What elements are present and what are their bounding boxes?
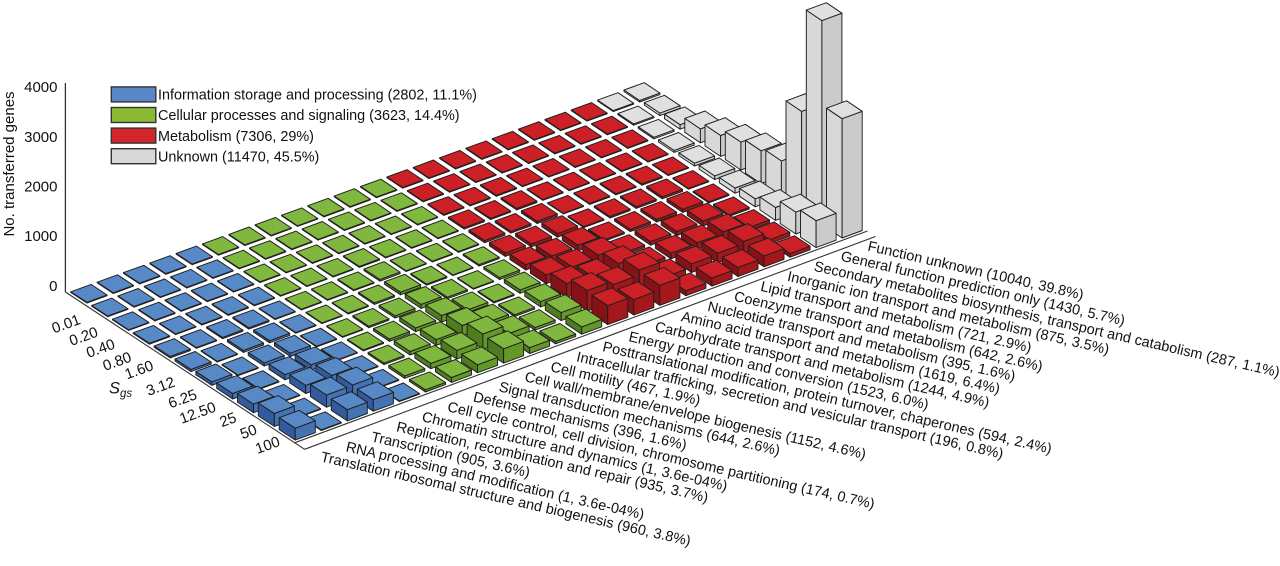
svg-text:4000: 4000 — [24, 79, 57, 96]
svg-text:Information storage and proces: Information storage and processing (2802… — [158, 88, 477, 104]
svg-text:No. transferred genes: No. transferred genes — [1, 91, 18, 236]
svg-text:Cellular processes and signali: Cellular processes and signaling (3623, … — [158, 108, 460, 124]
svg-text:50: 50 — [238, 421, 259, 443]
svg-text:Metabolism (7306, 29%): Metabolism (7306, 29%) — [158, 129, 314, 145]
svg-text:Unknown (11470, 45.5%): Unknown (11470, 45.5%) — [158, 149, 319, 165]
svg-text:3000: 3000 — [24, 129, 57, 146]
svg-text:25: 25 — [217, 409, 238, 431]
svg-text:0: 0 — [49, 278, 57, 295]
svg-text:2000: 2000 — [24, 179, 57, 196]
svg-text:1000: 1000 — [24, 228, 57, 245]
